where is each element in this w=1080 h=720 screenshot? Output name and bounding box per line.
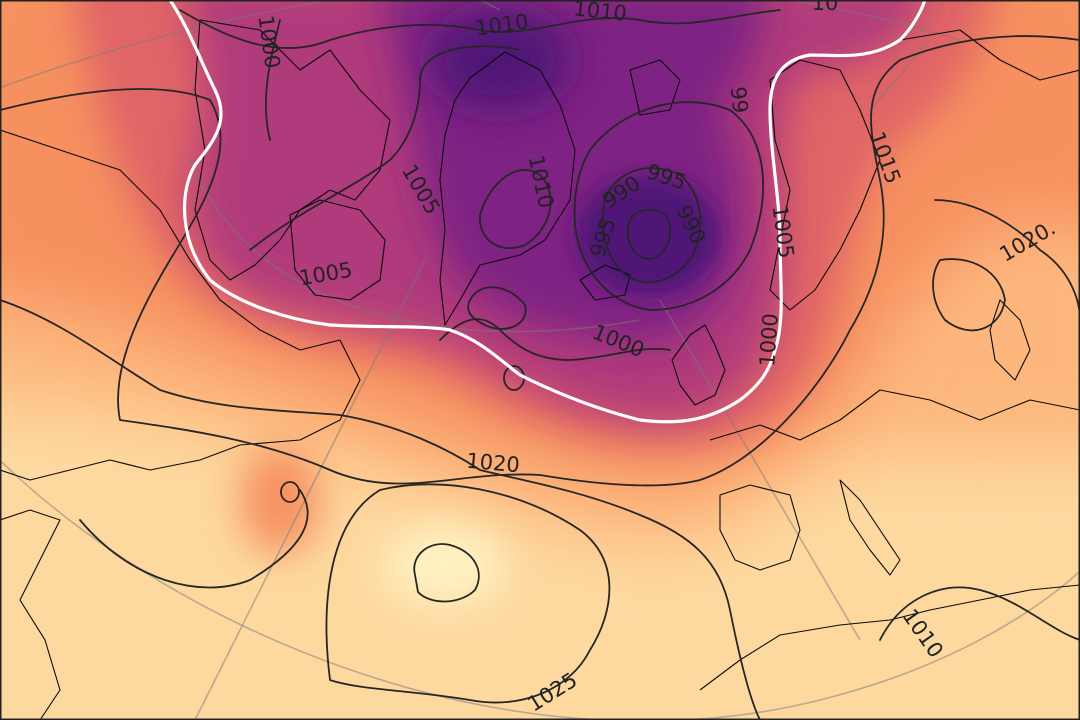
- iberia-coast: [719, 484, 801, 571]
- isobar-1015: [0, 35, 1080, 487]
- contour-label-1020-atlantic: 1020: [465, 449, 520, 478]
- meridian-west: [194, 259, 426, 720]
- shading-atlantic-trough: [240, 445, 320, 555]
- meridian-east: [659, 299, 861, 641]
- coastlines: [0, 19, 1080, 720]
- isobar-1005-greenland: [249, 45, 521, 251]
- italy-coast: [839, 479, 901, 576]
- contour-label-1000-scandinavia: 1000: [755, 312, 783, 367]
- isobar-1010-med: [879, 586, 1080, 641]
- shading-subtropical-peak: [385, 525, 505, 605]
- meridian-northeast: [869, 39, 931, 111]
- isobar-1005-ring: [467, 286, 527, 330]
- gulf-coast: [0, 509, 61, 720]
- isobar-985: [626, 208, 672, 260]
- isobar-1010-greenland: [479, 169, 552, 250]
- isobar-1000-basin: [439, 318, 671, 361]
- latitude-circle-outer: [0, 0, 961, 89]
- contour-label-1010-top-far: 10: [812, 0, 839, 15]
- isobar-1010-north: [179, 9, 781, 49]
- africa-coast: [699, 584, 1080, 691]
- canadian-arctic-coast: [194, 19, 391, 281]
- isobar-1020: [0, 299, 761, 720]
- isobars: [0, 9, 1080, 720]
- svalbard-coast: [629, 59, 681, 116]
- isobar-1027: [413, 543, 480, 603]
- isobar-1000-left: [265, 19, 281, 141]
- british-isles-coast: [671, 324, 726, 406]
- caspian-coast: [989, 299, 1031, 381]
- scandinavia-coast: [769, 59, 881, 311]
- meridian-north: [478, 0, 501, 11]
- isobar-1020-east-inner: [932, 258, 1006, 332]
- iceland-coast: [579, 264, 631, 301]
- isobar-1020-east: [934, 199, 1080, 321]
- isobar-1025: [325, 483, 611, 704]
- isobar-990: [601, 167, 702, 284]
- russia-coast: [899, 29, 1080, 81]
- latitude-circle-inner: [189, 159, 641, 333]
- greenland-coast: [439, 51, 576, 326]
- europe-coast: [709, 389, 1080, 441]
- baffin-island-coast: [289, 199, 386, 301]
- isobar-small-ring: [280, 481, 300, 503]
- isobar-995-outer: [573, 101, 764, 311]
- highlight-isobar: [168, 0, 927, 424]
- north-america-coast: [0, 129, 361, 481]
- contour-label-995-norway: 99: [726, 85, 753, 114]
- isobar-1020-atlantic-south: [79, 489, 309, 589]
